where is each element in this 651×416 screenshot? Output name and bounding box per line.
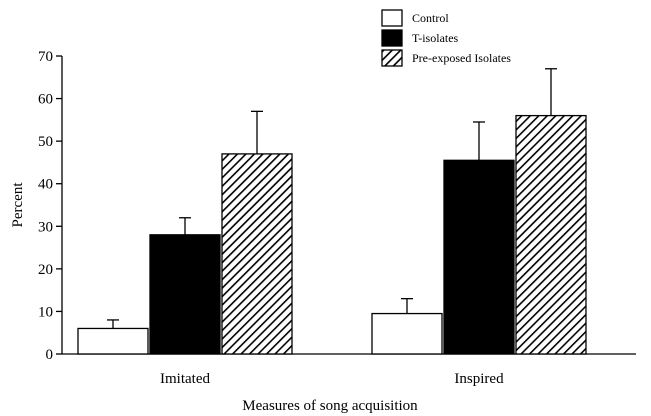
bar-pre-exposed-isolates-inspired bbox=[515, 114, 587, 355]
x-axis-label: Measures of song acquisition bbox=[242, 398, 418, 414]
bar-pre-exposed-isolates-imitated bbox=[221, 153, 293, 355]
legend-label: Control bbox=[412, 11, 449, 25]
bar-control-imitated bbox=[77, 327, 149, 355]
bar-t-isolates-inspired bbox=[443, 159, 515, 355]
legend-label: Pre-exposed Isolates bbox=[412, 51, 511, 65]
y-tick-label: 60 bbox=[38, 92, 53, 108]
legend-swatch bbox=[381, 9, 403, 27]
bar-t-isolates-imitated bbox=[149, 234, 221, 355]
legend-label: T-isolates bbox=[412, 31, 459, 45]
y-axis-ticks: 0 10 20 30 40 50 60 70 bbox=[38, 49, 62, 363]
y-tick-label: 20 bbox=[38, 262, 53, 278]
y-tick-label: 50 bbox=[38, 134, 53, 150]
bars bbox=[77, 68, 587, 355]
y-tick-label: 30 bbox=[38, 219, 53, 235]
y-tick-label: 0 bbox=[46, 347, 54, 363]
y-tick-label: 70 bbox=[38, 49, 53, 65]
y-axis-label: Percent bbox=[10, 182, 26, 228]
legend: Control T-isolates Pre-exposed Isolates bbox=[381, 9, 511, 67]
x-axis-tick-labels: Imitated Inspired bbox=[160, 371, 504, 387]
bar-control-inspired bbox=[371, 312, 443, 355]
x-tick-label: Imitated bbox=[160, 371, 210, 387]
legend-swatch bbox=[381, 49, 403, 67]
x-tick-label: Inspired bbox=[454, 371, 504, 387]
y-tick-label: 40 bbox=[38, 177, 53, 193]
legend-swatch bbox=[381, 29, 403, 47]
y-tick-label: 10 bbox=[38, 304, 53, 320]
